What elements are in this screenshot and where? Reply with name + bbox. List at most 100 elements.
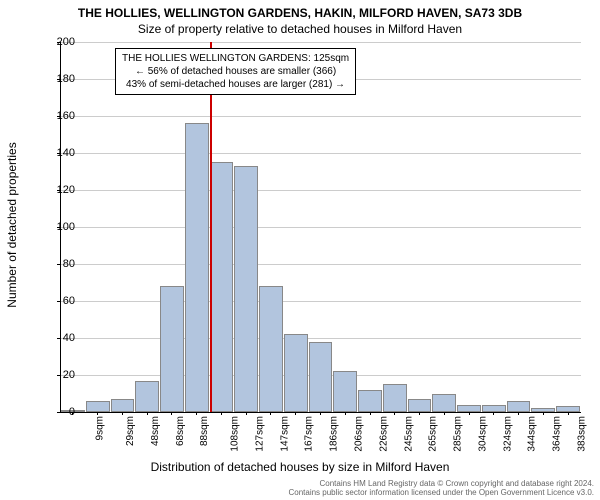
y-tick-label: 120 — [45, 184, 75, 196]
x-tick-mark — [72, 412, 73, 415]
y-tick-mark — [57, 375, 60, 376]
x-tick-mark — [320, 412, 321, 415]
x-tick-label: 186sqm — [329, 416, 340, 452]
x-tick-label: 127sqm — [255, 416, 266, 452]
grid-line — [61, 338, 581, 339]
x-tick-mark — [518, 412, 519, 415]
x-tick-mark — [122, 412, 123, 415]
x-tick-label: 29sqm — [125, 416, 136, 446]
x-tick-label: 88sqm — [199, 416, 210, 446]
x-tick-label: 364sqm — [552, 416, 563, 452]
histogram-bar — [210, 162, 234, 412]
grid-line — [61, 42, 581, 43]
y-tick-label: 80 — [45, 258, 75, 270]
y-tick-mark — [57, 116, 60, 117]
x-tick-mark — [196, 412, 197, 415]
x-tick-label: 48sqm — [150, 416, 161, 446]
y-tick-label: 140 — [45, 147, 75, 159]
x-tick-mark — [270, 412, 271, 415]
x-tick-mark — [221, 412, 222, 415]
histogram-bar — [259, 286, 283, 412]
annotation-line2: ← 56% of detached houses are smaller (36… — [122, 65, 349, 78]
histogram-bar — [284, 334, 308, 412]
y-tick-label: 160 — [45, 110, 75, 122]
x-tick-mark — [444, 412, 445, 415]
y-tick-mark — [57, 79, 60, 80]
grid-line — [61, 190, 581, 191]
y-tick-label: 180 — [45, 73, 75, 85]
x-tick-label: 245sqm — [403, 416, 414, 452]
x-tick-label: 324sqm — [502, 416, 513, 452]
chart-area — [60, 42, 581, 413]
annotation-line3: 43% of semi-detached houses are larger (… — [122, 78, 349, 91]
x-tick-mark — [246, 412, 247, 415]
x-tick-mark — [394, 412, 395, 415]
footer-line1: Contains HM Land Registry data © Crown c… — [288, 479, 594, 489]
y-tick-label: 40 — [45, 332, 75, 344]
footer-line2: Contains public sector information licen… — [288, 488, 594, 498]
annotation-box: THE HOLLIES WELLINGTON GARDENS: 125sqm ←… — [115, 48, 356, 95]
x-tick-label: 383sqm — [576, 416, 587, 452]
x-tick-label: 9sqm — [95, 416, 106, 440]
histogram-bar — [234, 166, 258, 412]
reference-line — [210, 42, 212, 412]
y-tick-mark — [57, 301, 60, 302]
x-tick-mark — [543, 412, 544, 415]
x-tick-mark — [97, 412, 98, 415]
histogram-bar — [383, 384, 407, 412]
histogram-bar — [358, 390, 382, 412]
x-tick-label: 285sqm — [453, 416, 464, 452]
x-tick-label: 226sqm — [378, 416, 389, 452]
histogram-bar — [185, 123, 209, 412]
x-tick-mark — [370, 412, 371, 415]
y-tick-label: 0 — [45, 406, 75, 418]
y-tick-label: 100 — [45, 221, 75, 233]
grid-line — [61, 116, 581, 117]
y-tick-mark — [57, 227, 60, 228]
x-tick-mark — [171, 412, 172, 415]
title-sub: Size of property relative to detached ho… — [0, 20, 600, 36]
x-tick-mark — [419, 412, 420, 415]
x-tick-label: 344sqm — [527, 416, 538, 452]
annotation-line1: THE HOLLIES WELLINGTON GARDENS: 125sqm — [122, 52, 349, 65]
x-tick-label: 167sqm — [304, 416, 315, 452]
histogram-bar — [135, 381, 159, 412]
histogram-bar — [507, 401, 531, 412]
histogram-bar — [457, 405, 481, 412]
histogram-bar — [432, 394, 456, 413]
histogram-bar — [111, 399, 135, 412]
x-tick-label: 147sqm — [279, 416, 290, 452]
y-tick-label: 20 — [45, 369, 75, 381]
histogram-bar — [86, 401, 110, 412]
y-tick-mark — [57, 264, 60, 265]
histogram-bar — [482, 405, 506, 412]
grid-line — [61, 227, 581, 228]
y-tick-label: 60 — [45, 295, 75, 307]
x-tick-label: 68sqm — [175, 416, 186, 446]
x-tick-mark — [493, 412, 494, 415]
grid-line — [61, 264, 581, 265]
x-tick-label: 304sqm — [477, 416, 488, 452]
x-axis-label: Distribution of detached houses by size … — [0, 460, 600, 474]
title-main: THE HOLLIES, WELLINGTON GARDENS, HAKIN, … — [0, 0, 600, 20]
y-tick-mark — [57, 153, 60, 154]
y-tick-mark — [57, 190, 60, 191]
footer: Contains HM Land Registry data © Crown c… — [288, 479, 594, 498]
x-tick-mark — [469, 412, 470, 415]
histogram-bar — [333, 371, 357, 412]
x-tick-mark — [295, 412, 296, 415]
grid-line — [61, 301, 581, 302]
y-tick-mark — [57, 412, 60, 413]
y-tick-mark — [57, 338, 60, 339]
x-tick-label: 206sqm — [354, 416, 365, 452]
histogram-bar — [309, 342, 333, 412]
x-tick-mark — [147, 412, 148, 415]
y-axis-label: Number of detached properties — [5, 142, 19, 307]
histogram-bar — [408, 399, 432, 412]
x-tick-label: 265sqm — [428, 416, 439, 452]
grid-line — [61, 153, 581, 154]
x-tick-mark — [345, 412, 346, 415]
y-tick-mark — [57, 42, 60, 43]
histogram-bar — [160, 286, 184, 412]
y-tick-label: 200 — [45, 36, 75, 48]
